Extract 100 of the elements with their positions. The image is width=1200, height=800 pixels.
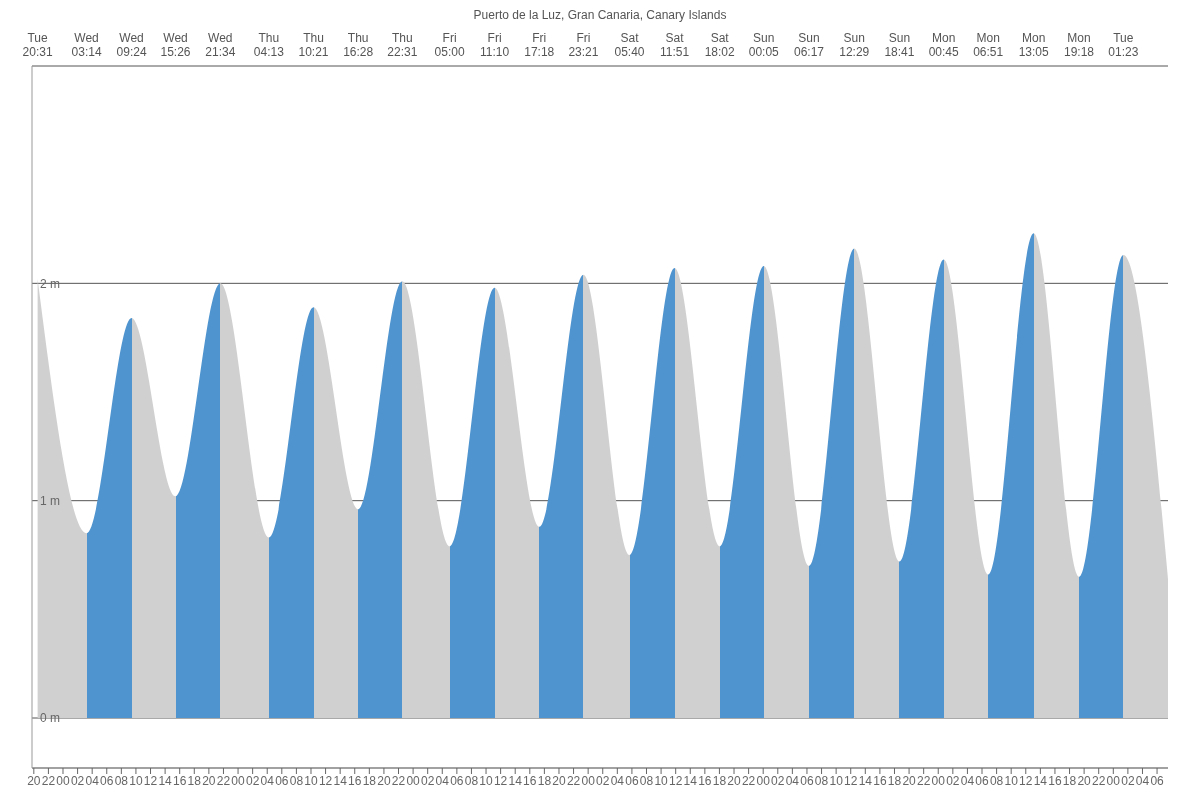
text: Wed 15:26 [160,31,191,59]
x-tick-label: 16 [698,773,712,788]
x-tick-label: 12 [1019,773,1033,788]
x-tick-label: 04 [435,773,450,788]
text: Sat 18:02 [704,31,735,59]
x-tick-label: 00 [56,773,70,788]
x-tick-label: 16 [348,773,362,788]
x-tick-label: 14 [158,773,173,788]
x-tick-label: 08 [989,773,1004,788]
text: Tue 01:23 [1108,31,1139,59]
x-tick-label: 10 [304,773,318,788]
text: Sun 00:05 [748,31,780,59]
x-tick-label: 02 [245,773,260,788]
x-tick-label: 16 [873,773,887,788]
x-tick-label: 16 [1048,773,1062,788]
x-tick-label: 00 [1106,773,1121,788]
x-tick-label: 20 [727,773,742,788]
x-tick-label: 02 [946,773,960,788]
x-tick-label: 22 [916,773,931,788]
x-tick-label: 04 [960,773,975,788]
x-tick-label: 10 [829,773,844,788]
x-tick-label: 12 [844,773,858,788]
x-tick-label: 00 [406,773,421,788]
x-tick-label: 18 [537,773,552,788]
x-tick-label: 10 [1004,773,1019,788]
x-tick-label: 00 [231,773,246,788]
text: Wed 03:14 [71,31,102,59]
x-tick-label: 06 [975,773,989,788]
x-tick-label: 22 [41,773,56,788]
x-tick-label: 14 [333,773,348,788]
text: Mon 13:05 [1018,31,1049,59]
x-tick-label: 06 [625,773,639,788]
x-tick-label: 14 [1033,773,1048,788]
x-tick-label: 18 [187,773,202,788]
x-tick-label: 12 [493,773,508,788]
text: Thu 10:21 [298,31,329,59]
x-tick-label: 06 [450,773,464,788]
x-tick-label: 10 [129,773,143,788]
x-tick-label: 08 [639,773,654,788]
x-tick-label: 18 [362,773,377,788]
x-tick-label: 04 [260,773,275,788]
x-tick-label: 18 [712,773,727,788]
x-tick-label: 00 [581,773,596,788]
text: Sun 06:17 [793,31,825,59]
x-tick-label: 06 [275,773,289,788]
x-tick-label: 06 [800,773,814,788]
x-tick-label: 22 [391,773,406,788]
x-tick-label: 16 [523,773,537,788]
x-tick-label: 02 [70,773,85,788]
x-tick-label: 04 [785,773,800,788]
x-tick-label: 06 [100,773,114,788]
x-tick-label: 20 [552,773,566,788]
x-tick-label: 02 [1121,773,1135,788]
text: Sat 11:51 [660,31,690,59]
x-tick-label: 14 [858,773,873,788]
x-tick-label: 10 [654,773,669,788]
x-tick-label: 20 [902,773,917,788]
text: Wed 21:34 [205,31,236,59]
text: Thu 16:28 [343,31,374,59]
text: Fri 17:18 [524,31,555,59]
text: Sun 12:29 [839,31,870,59]
x-tick-label: 18 [887,773,902,788]
text: Mon 06:51 [973,31,1004,59]
x-tick-label: 20 [1077,773,1092,788]
x-tick-label: 02 [421,773,435,788]
text: Wed 09:24 [116,31,147,59]
x-tick-label: 00 [931,773,946,788]
x-tick-label: 04 [610,773,625,788]
y-tick-label: 1 m [40,493,61,508]
x-tick-label: 10 [479,773,494,788]
text: Thu 04:13 [253,31,285,59]
x-tick-label: 12 [668,773,683,788]
x-tick-label: 08 [289,773,304,788]
text: Fri 11:10 [480,31,510,59]
x-tick-label: 12 [143,773,158,788]
x-tick-label: 18 [1062,773,1077,788]
x-tick-label: 08 [464,773,479,788]
x-tick-label: 04 [85,773,100,788]
x-tick-label: 20 [27,773,41,788]
text: Mon 00:45 [928,31,960,59]
text: Mon 19:18 [1064,31,1095,59]
text: Thu 22:31 [387,31,418,59]
text: Fri 23:21 [568,31,599,59]
text: Tue 20:31 [22,31,53,59]
chart-title: Puerto de la Luz, Gran Canaria, Canary Islands [472,8,728,22]
y-tick-label: 0 m [40,711,61,726]
text: Sat 05:40 [614,31,645,59]
x-tick-label: 12 [318,773,333,788]
x-tick-label: 06 [1150,773,1165,788]
x-tick-label: 04 [1135,773,1150,788]
x-tick-label: 20 [202,773,216,788]
x-tick-label: 14 [508,773,523,788]
x-tick-label: 08 [814,773,829,788]
x-tick-label: 16 [173,773,187,788]
x-tick-label: 20 [377,773,391,788]
x-tick-label: 14 [683,773,698,788]
x-tick-label: 22 [566,773,581,788]
x-tick-label: 02 [771,773,785,788]
x-tick-label: 22 [741,773,756,788]
x-tick-label: 08 [114,773,129,788]
